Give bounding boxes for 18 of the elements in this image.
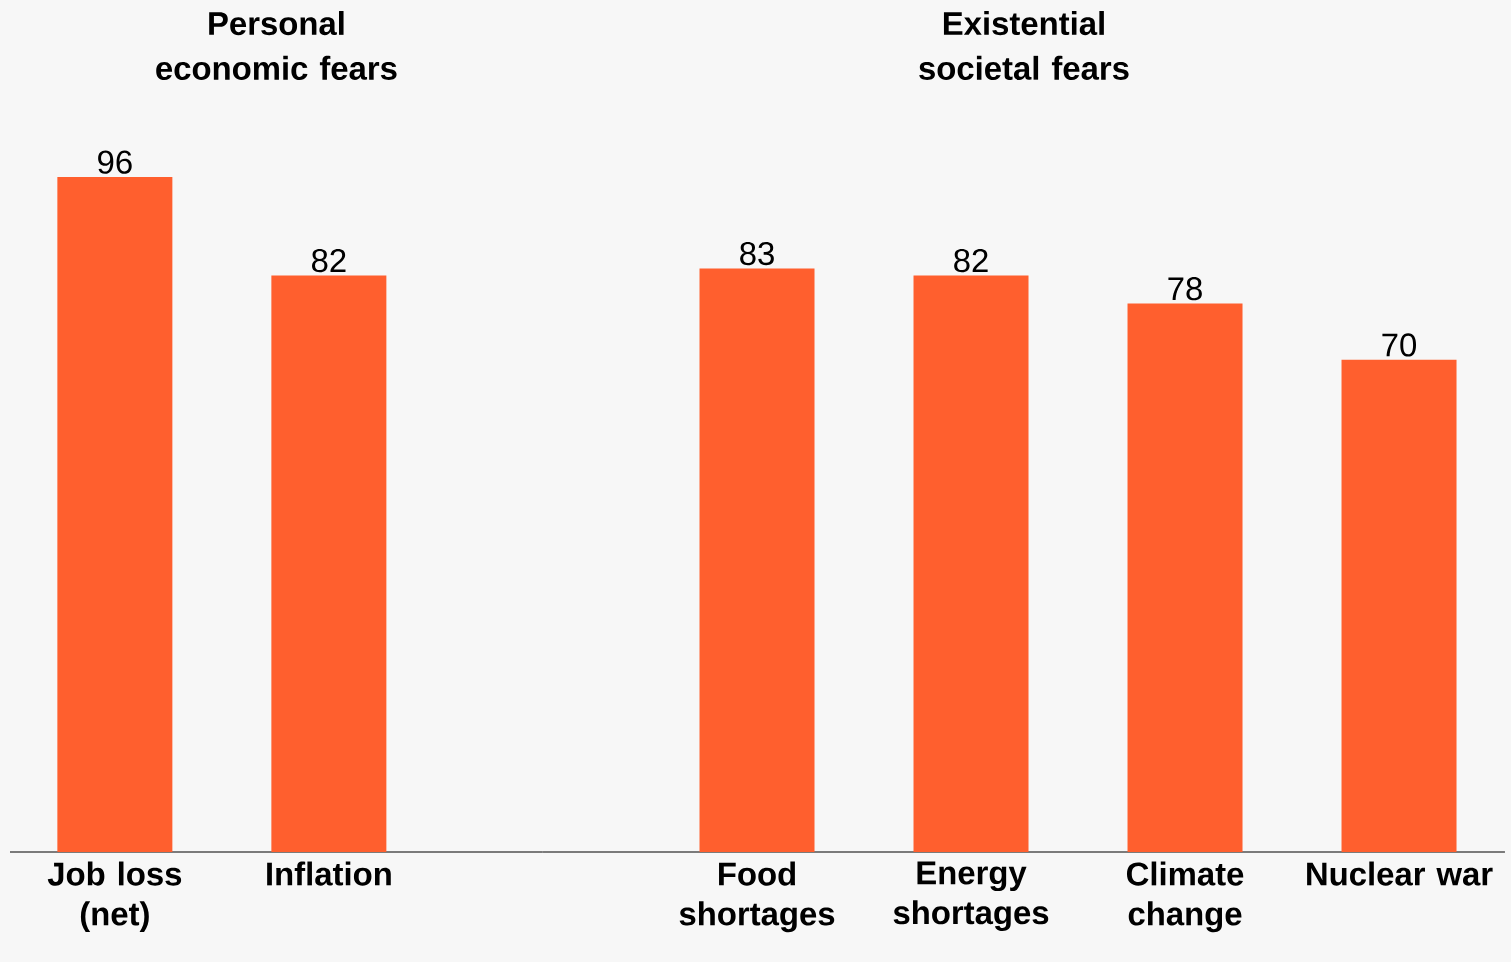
data-label: 78: [1168, 277, 1202, 301]
x-tick-label: Job loss (net): [47, 861, 182, 933]
bar: [1127, 303, 1243, 852]
x-tick-label: Food shortages: [679, 861, 835, 933]
chart-title: Personal economic fears: [156, 11, 397, 80]
data-label: 96: [98, 150, 132, 174]
data-label: 82: [312, 248, 346, 273]
data-label: 83: [740, 241, 774, 266]
chart-title: Existential societal fears: [919, 11, 1129, 80]
data-label: 82: [954, 248, 988, 273]
x-tick-label: Inflation: [267, 861, 391, 886]
x-tick-label: Energy shortages: [893, 861, 1049, 931]
bar: [699, 268, 815, 852]
bar: [913, 275, 1029, 852]
x-tick-label: Climate change: [1126, 861, 1244, 933]
x-tick-label: Nuclear war: [1307, 861, 1493, 886]
data-label: 70: [1382, 333, 1417, 357]
bar: [1341, 359, 1457, 852]
